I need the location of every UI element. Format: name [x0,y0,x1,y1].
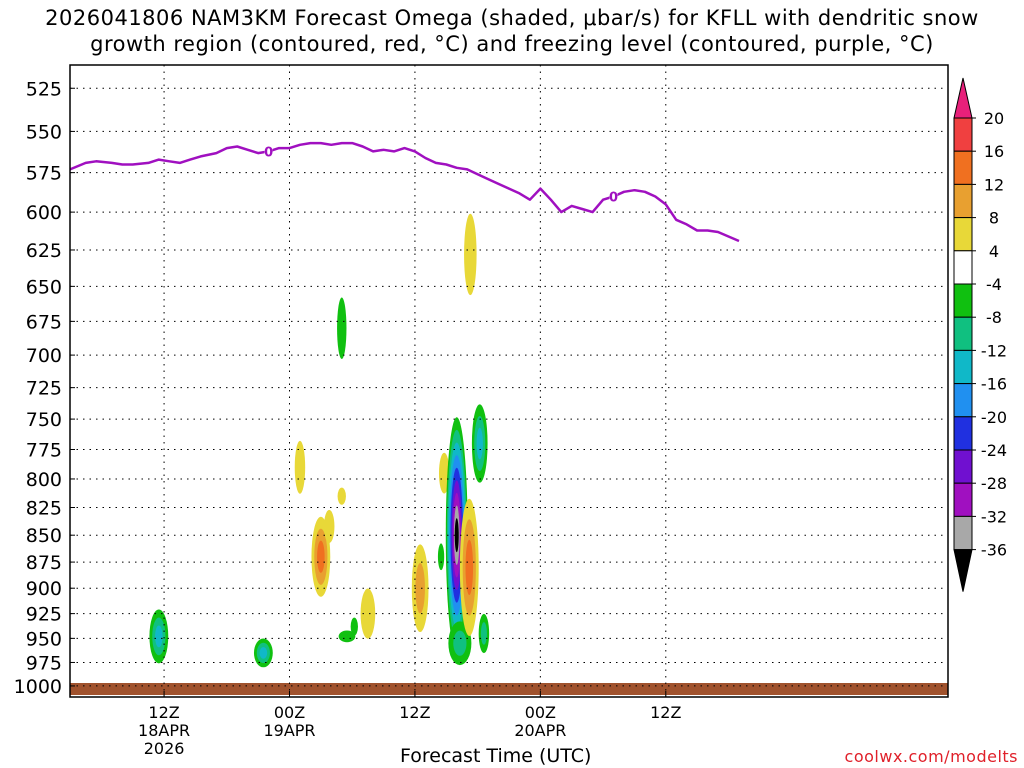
colorbar-segment-8 [953,383,973,418]
colorbar-label-8: -16 [981,375,1007,394]
y-tick-label-775: 775 [26,440,62,462]
x-tick-label-9: 12Z [148,703,179,722]
x-tick-year-9: 2026 [144,739,185,758]
omega-blob-16-level-2 [465,539,474,596]
x-axis-title: Forecast Time (UTC) [400,745,592,767]
y-tick-label-800: 800 [26,469,62,491]
omega-blob-11-level-0 [437,543,445,571]
y-tick-label-575: 575 [26,163,62,185]
colorbar-segment-9 [953,416,973,451]
colorbar-label-4: 4 [989,242,999,261]
x-tick-date-9: 18APR [138,721,190,740]
colorbar-label-0: 20 [984,109,1004,128]
colorbar-label-12: -32 [981,507,1007,526]
freezing-level-line [69,141,740,243]
omega-blob-7-level-0 [338,630,356,643]
freezing-level-label-1: 0 [609,191,618,206]
colorbar-label-10: -24 [981,441,1007,460]
omega-blob-3-level-2 [317,540,325,573]
y-tick-label-725: 725 [26,378,62,400]
x-tick-date-45: 20APR [514,721,566,740]
y-axis: 525 550 575 600 625 650 675 700 725 750 775 800 825 8… [14,78,75,698]
colorbar-segment-12 [953,515,973,551]
y-tick-label-600: 600 [26,202,62,224]
colorbar-segment-11 [953,482,973,517]
x-tick-label-45: 00Z [525,703,556,722]
ground-band [70,683,948,695]
colorbar-segment-6 [953,316,973,351]
omega-blob-10-level-1 [415,563,425,614]
colorbar-label-13: -36 [981,541,1007,560]
y-tick-label-700: 700 [26,345,62,367]
colorbar-label-3: 8 [989,209,999,228]
colorbar-segment-7 [953,349,973,385]
y-tick-label-875: 875 [26,552,62,574]
omega-blob-5-level-0 [337,297,347,359]
colorbar-segment-3 [953,217,973,252]
omega-blob-1-level-2 [259,647,268,659]
colorbar-label-6: -8 [986,308,1002,327]
chart-title-line-1: 2026041806 NAM3KM Forecast Omega (shaded… [45,6,979,30]
omega-blob-6-level-0 [337,487,346,505]
omega-blob-18-level-2 [476,427,483,460]
omega-blob-15-level-1 [453,630,467,656]
x-tick-label-21: 00Z [274,703,305,722]
omega-blob-12-level-0 [438,452,450,494]
y-tick-label-825: 825 [26,497,62,519]
omega-blob-0-level-2 [155,625,163,648]
colorbar-label-1: 16 [984,142,1004,161]
y-tick-label-925: 925 [26,604,62,626]
colorbar-segment-0 [953,117,973,152]
colorbar-bottom-arrow [953,549,973,592]
y-tick-label-625: 625 [26,240,62,262]
colorbar-segment-10 [953,449,973,484]
y-tick-label-900: 900 [26,578,62,600]
omega-blob-14-level-8 [454,518,459,553]
colorbar-segment-4 [953,250,973,285]
y-tick-label-950: 950 [26,628,62,650]
y-tick-label-675: 675 [26,311,62,333]
y-tick-label-650: 650 [26,276,62,298]
y-tick-label-750: 750 [26,409,62,431]
freezing-level-label-0: 0 [264,145,273,160]
colorbar: 20 16 12 8 4 -4 -8 -12 -16 -20 -24 -28 -32 -36 [953,77,1007,592]
y-tick-label-550: 550 [26,121,62,143]
colorbar-segment-1 [953,150,973,185]
plot-frame [69,64,949,698]
freezing-label-bg-1 [609,189,618,204]
y-tick-label-850: 850 [26,525,62,547]
freezing-level-contour: 00 [69,141,740,243]
freezing-label-bg-0 [264,144,273,159]
omega-blob-2-level-0 [294,440,306,494]
colorbar-segment-5 [953,283,973,318]
x-tick-date-21: 19APR [263,721,315,740]
omega-blob-8-level-0 [350,617,358,636]
omega-blob-17-level-0 [464,213,477,296]
colorbar-label-9: -20 [981,408,1007,427]
x-tick-label-57: 12Z [650,703,681,722]
omega-blob-9-level-0 [360,588,376,639]
omega-blob-4-level-0 [323,509,335,543]
colorbar-segment-2 [953,183,973,219]
credit-link[interactable]: coolwx.com/modelts [844,747,1018,766]
colorbar-label-7: -12 [981,341,1007,360]
y-tick-label-975: 975 [26,652,62,674]
colorbar-label-5: -4 [986,275,1002,294]
omega-blob-19-level-1 [480,622,487,645]
colorbar-label-2: 12 [984,175,1004,194]
y-tick-label-1000: 1000 [14,676,62,698]
gridlines [70,65,948,697]
x-tick-label-33: 12Z [399,703,430,722]
chart-title-line-2: growth region (contoured, red, °C) and f… [90,32,934,56]
y-tick-label-525: 525 [26,78,62,100]
colorbar-label-11: -28 [981,474,1007,493]
